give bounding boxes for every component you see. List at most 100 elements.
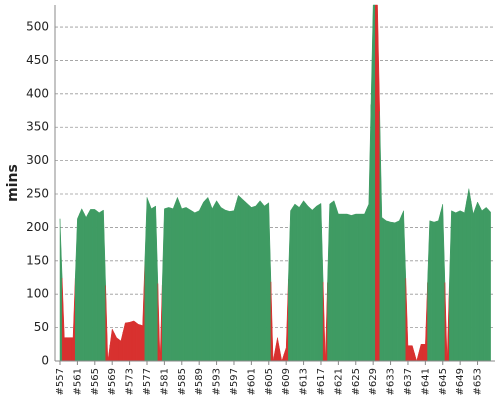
y-tick-label: 100 [26, 287, 49, 301]
x-tick-label: #629 [368, 368, 379, 395]
area-segment [253, 202, 259, 362]
x-tick-label: #625 [351, 368, 362, 395]
x-tick-label: #649 [455, 368, 466, 395]
x-tick-label: #605 [264, 368, 275, 395]
area-segment [66, 337, 72, 362]
y-tick-label: 200 [26, 220, 49, 234]
area-segment [418, 344, 424, 362]
area-segment [61, 278, 67, 362]
area-segment [275, 337, 280, 362]
area-segment [109, 328, 115, 362]
area-segment [344, 213, 350, 362]
area-segment [301, 200, 306, 362]
area-segment [453, 211, 459, 362]
area-segment [379, 111, 385, 362]
x-tick-label: #609 [281, 368, 292, 395]
area-segment [227, 210, 233, 362]
area-segment [340, 213, 346, 362]
area-segment [305, 202, 311, 362]
area-segment [175, 196, 180, 362]
area-segment [462, 200, 467, 362]
x-tick-label: #597 [229, 368, 240, 395]
x-tick-label: #581 [159, 368, 170, 395]
area-segment [383, 218, 389, 362]
area-segment [127, 321, 133, 362]
area-segment [353, 213, 359, 362]
area-segment [366, 104, 372, 362]
x-tick-label: #577 [142, 368, 153, 395]
area-segment [309, 207, 315, 362]
x-tick-label: #617 [316, 368, 327, 395]
x-tick-label: #565 [90, 368, 101, 395]
area-segment [166, 207, 172, 362]
x-tick-label: #561 [72, 368, 83, 395]
x-tick-label: #633 [386, 368, 397, 395]
x-tick-label: #621 [333, 368, 344, 395]
area-segment [157, 283, 163, 362]
area-segment [59, 218, 63, 362]
x-tick-label: #557 [55, 368, 66, 395]
area-segment [74, 213, 80, 362]
area-segment [262, 202, 267, 362]
area-segment [248, 204, 254, 362]
x-tick-label: #573 [125, 368, 136, 395]
area-segment [148, 202, 154, 362]
area-segment [122, 322, 128, 362]
x-tick-label: #613 [299, 368, 310, 395]
area-segment [209, 202, 215, 362]
area-segment [222, 208, 228, 362]
area-segment [370, 4, 376, 362]
x-tick-label: #585 [177, 368, 188, 395]
x-tick-label: #645 [438, 368, 449, 395]
area-segment [457, 210, 463, 362]
area-segment [205, 196, 211, 362]
area-segment [435, 212, 441, 362]
area-segment [405, 278, 411, 362]
area-segment [414, 352, 420, 362]
area-segment [70, 278, 76, 362]
y-tick-label: 150 [26, 253, 49, 267]
area-segment [392, 221, 398, 362]
area-segment [375, 4, 380, 362]
area-segment [431, 221, 437, 362]
area-segment [440, 203, 446, 362]
y-tick-label: 250 [26, 187, 49, 201]
area-segment [314, 204, 320, 362]
area-segment [88, 209, 93, 362]
area-segment [244, 200, 250, 362]
x-tick-label: #601 [246, 368, 257, 395]
area-segment [83, 212, 89, 362]
area-segment [183, 207, 189, 362]
area-segment [488, 209, 491, 362]
y-tick-label: 350 [26, 120, 49, 134]
area-segment [466, 188, 472, 362]
y-tick-label: 300 [26, 153, 49, 167]
area-segment [192, 210, 198, 362]
area-segment [475, 201, 480, 362]
y-tick-label: 500 [26, 20, 49, 34]
area-segment [179, 202, 185, 362]
area-segment [483, 207, 489, 362]
x-tick-label: #593 [212, 368, 223, 395]
area-segment [357, 213, 363, 362]
area-segment [335, 207, 341, 362]
x-tick-label: #641 [420, 368, 431, 395]
area-segment [388, 221, 393, 362]
area-segment [396, 215, 402, 362]
area-segment [201, 199, 206, 362]
area-segment [409, 345, 415, 362]
y-axis-label: mins [5, 164, 21, 202]
area-segment [362, 208, 367, 362]
area-segment [279, 349, 285, 362]
area-segment [401, 210, 407, 362]
area-segment [131, 320, 137, 362]
area-segment [231, 202, 237, 362]
area-segment [114, 333, 119, 362]
area-segment [79, 208, 85, 362]
area-segment [288, 206, 293, 362]
area-segment [144, 197, 150, 362]
area-segment [240, 196, 246, 362]
x-tick-label: #637 [403, 368, 414, 395]
area-segment [105, 285, 111, 362]
